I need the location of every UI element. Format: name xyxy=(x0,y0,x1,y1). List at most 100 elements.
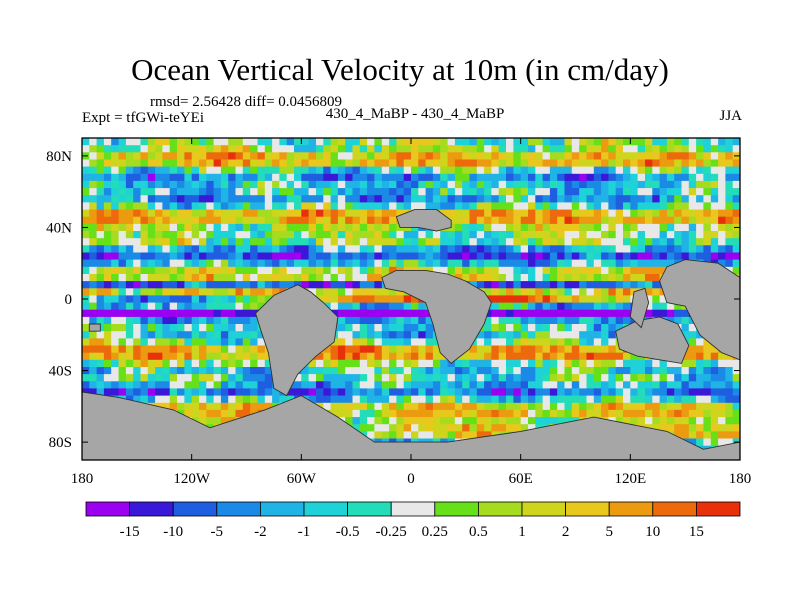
field-cell xyxy=(520,223,529,232)
field-cell xyxy=(242,331,251,339)
field-cell xyxy=(411,402,419,411)
field-cell xyxy=(593,159,602,168)
field-cell xyxy=(359,309,368,318)
field-cell xyxy=(367,331,375,339)
field-cell xyxy=(396,209,405,218)
field-cell xyxy=(469,138,478,146)
field-cell xyxy=(535,195,544,203)
field-cell xyxy=(418,173,427,182)
field-cell xyxy=(564,374,573,382)
field-cell xyxy=(367,166,375,175)
field-cell xyxy=(418,359,427,368)
field-cell xyxy=(506,223,514,232)
y-tick-label: 80S xyxy=(49,435,72,451)
field-cell xyxy=(498,302,507,311)
field-cell xyxy=(674,245,683,254)
field-cell xyxy=(557,274,566,282)
field-cell xyxy=(579,145,588,153)
field-cell xyxy=(681,388,690,397)
field-cell xyxy=(520,381,529,390)
field-cell xyxy=(118,295,127,304)
field-cell xyxy=(535,367,544,375)
field-cell xyxy=(615,381,624,390)
field-cell xyxy=(235,316,244,325)
field-cell xyxy=(608,266,617,275)
field-cell xyxy=(425,367,434,375)
field-cell xyxy=(162,245,171,254)
field-cell xyxy=(337,345,346,354)
field-cell xyxy=(418,338,427,347)
field-cell xyxy=(432,252,441,261)
field-cell xyxy=(506,166,514,175)
field-cell xyxy=(352,288,361,297)
field-cell xyxy=(308,395,317,404)
field-cell xyxy=(674,309,683,318)
field-cell xyxy=(630,159,639,168)
field-cell xyxy=(447,152,456,161)
field-cell xyxy=(169,381,178,390)
field-cell xyxy=(666,381,675,390)
field-cell xyxy=(732,259,740,268)
field-cell xyxy=(169,302,178,311)
field-cell xyxy=(111,202,120,211)
field-cell xyxy=(374,402,383,411)
field-cell xyxy=(374,395,383,404)
field-cell xyxy=(593,138,602,146)
field-cell xyxy=(484,195,492,203)
field-cell xyxy=(133,302,142,311)
field-cell xyxy=(250,259,259,268)
field-cell xyxy=(213,223,222,232)
field-cell xyxy=(571,138,580,146)
field-cell xyxy=(454,145,463,153)
field-cell xyxy=(257,173,266,182)
field-cell xyxy=(432,245,441,254)
field-cell xyxy=(608,302,617,311)
field-cell xyxy=(579,324,588,332)
field-cell xyxy=(381,252,390,261)
field-cell xyxy=(506,302,514,311)
field-cell xyxy=(155,259,163,268)
field-cell xyxy=(623,309,631,318)
field-cell xyxy=(491,316,500,325)
field-cell xyxy=(542,324,551,332)
field-cell xyxy=(674,252,683,261)
field-cell xyxy=(133,381,142,390)
field-cell xyxy=(484,245,492,254)
field-cell xyxy=(586,138,595,146)
field-cell xyxy=(89,138,98,146)
field-cell xyxy=(469,231,478,239)
field-cell xyxy=(498,374,507,382)
field-cell xyxy=(396,345,405,354)
field-cell xyxy=(103,338,112,347)
field-cell xyxy=(498,223,507,232)
field-cell xyxy=(462,252,471,261)
field-cell xyxy=(206,223,215,232)
field-cell xyxy=(272,281,280,289)
field-cell xyxy=(681,159,690,168)
field-cell xyxy=(586,145,595,153)
field-cell xyxy=(133,316,142,325)
field-cell xyxy=(462,209,471,218)
field-cell xyxy=(352,274,361,282)
field-cell xyxy=(564,223,573,232)
field-cell xyxy=(367,417,375,425)
field-cell xyxy=(103,266,112,275)
field-cell xyxy=(199,202,207,211)
field-cell xyxy=(374,345,383,354)
field-cell xyxy=(403,259,412,268)
field-cell xyxy=(242,367,251,375)
field-cell xyxy=(579,216,588,225)
field-cell xyxy=(381,259,390,268)
field-cell xyxy=(506,352,514,361)
field-cell xyxy=(169,388,178,397)
field-cell xyxy=(301,188,310,196)
field-cell xyxy=(498,231,507,239)
field-cell xyxy=(220,281,229,289)
field-cell xyxy=(162,295,171,304)
field-cell xyxy=(345,345,354,354)
field-cell xyxy=(542,188,551,196)
field-cell xyxy=(506,195,514,203)
field-cell xyxy=(528,324,536,332)
field-cell xyxy=(630,209,639,218)
field-cell xyxy=(242,231,251,239)
